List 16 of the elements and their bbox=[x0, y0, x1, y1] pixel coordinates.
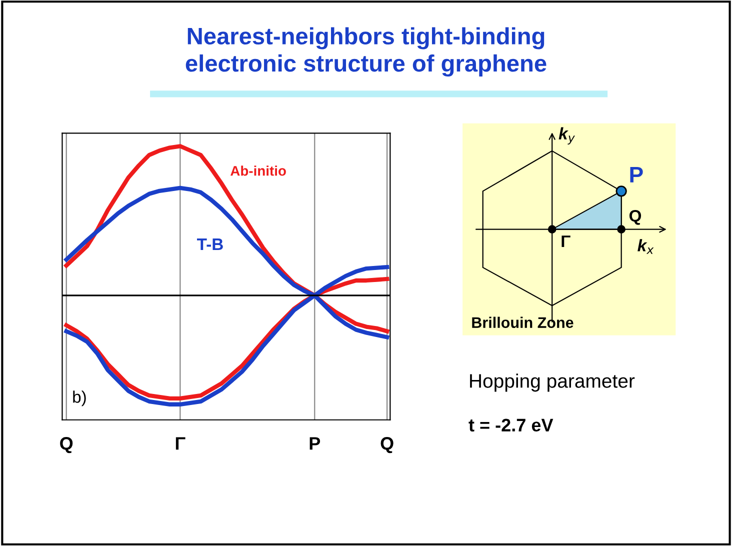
x-tick-label: Γ bbox=[176, 437, 186, 450]
text: Hopping parameter bbox=[470, 374, 635, 392]
text: k$_{x}$ bbox=[638, 239, 654, 254]
text: k$_{y}$ bbox=[558, 127, 575, 144]
series-label: T-B bbox=[197, 238, 223, 250]
annotation: b) bbox=[73, 390, 86, 406]
text: Brillouin Zone bbox=[472, 316, 574, 328]
text: Γ bbox=[562, 236, 570, 248]
chart-title: Nearest-neighbors tight-binding electronic structure of graphene bbox=[186, 27, 546, 77]
x-tick-label: Q bbox=[60, 437, 73, 454]
series-label: Ab-initio bbox=[230, 166, 286, 176]
text: t = -2.7 eV bbox=[468, 418, 554, 432]
text: P bbox=[630, 167, 643, 182]
x-tick-label: P bbox=[310, 437, 320, 450]
x-tick-label: Q bbox=[380, 437, 394, 454]
text: Q bbox=[629, 210, 642, 225]
